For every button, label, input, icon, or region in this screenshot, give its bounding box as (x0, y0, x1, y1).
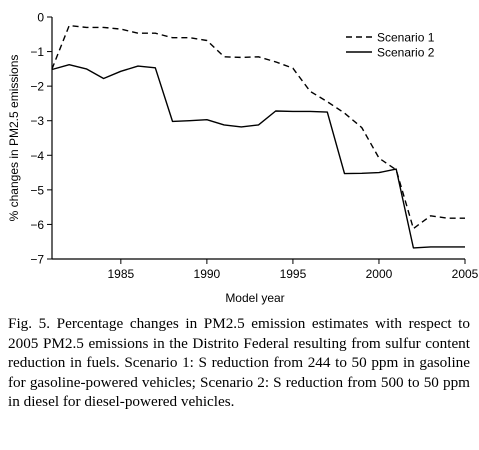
x-tick-label: 2000 (366, 267, 393, 281)
legend-label-scenario-2: Scenario 2 (377, 46, 435, 60)
x-ticks: 1985 1990 1995 2000 2005 (107, 259, 479, 281)
figure-caption: Fig. 5. Percentage changes in PM2.5 emis… (8, 315, 470, 410)
series-lines (51, 24, 465, 249)
y-tick-label: −6 (30, 218, 44, 232)
y-tick-label: −3 (30, 114, 44, 128)
y-tick-label: 0 (37, 11, 44, 25)
x-tick-label: 1995 (280, 267, 307, 281)
y-tick-label: −4 (30, 149, 44, 163)
x-tick-label: 1990 (194, 267, 221, 281)
legend-label-scenario-1: Scenario 1 (377, 31, 435, 45)
y-ticks: 0 −1 −2 −3 −4 −5 −6 −7 (30, 11, 52, 267)
series-line-scenario-1 (51, 24, 465, 230)
x-axis-title: Model year (225, 291, 284, 305)
y-tick-label: −5 (30, 183, 44, 197)
y-tick-label: −2 (30, 80, 44, 94)
series-line-scenario-2 (51, 63, 465, 249)
x-tick-label: 1985 (107, 267, 134, 281)
y-tick-label: −1 (30, 45, 44, 59)
y-tick-label: −7 (30, 253, 44, 267)
x-tick-label: 2005 (452, 267, 479, 281)
legend: Scenario 1 Scenario 2 (346, 31, 435, 60)
y-axis-title: % changes in PM2.5 emissions (7, 55, 21, 222)
